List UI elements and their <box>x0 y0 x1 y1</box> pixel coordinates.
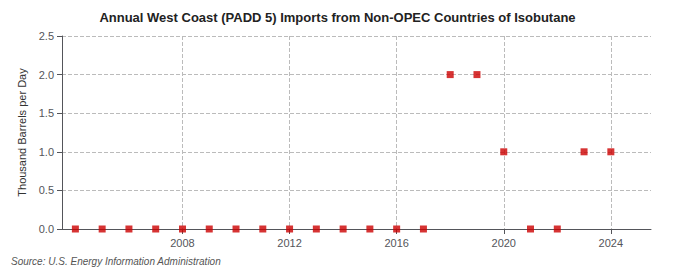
svg-text:0.5: 0.5 <box>39 184 54 196</box>
svg-text:2.0: 2.0 <box>39 69 54 81</box>
svg-text:2020: 2020 <box>492 237 516 249</box>
svg-text:2024: 2024 <box>599 237 623 249</box>
svg-text:1.5: 1.5 <box>39 107 54 119</box>
svg-text:2.5: 2.5 <box>39 30 54 42</box>
svg-text:Source: U.S. Energy Informatio: Source: U.S. Energy Information Administ… <box>11 256 221 267</box>
svg-text:1.0: 1.0 <box>39 146 54 158</box>
svg-text:2008: 2008 <box>170 237 194 249</box>
svg-text:2012: 2012 <box>277 237 301 249</box>
svg-text:Annual West Coast (PADD 5) Imp: Annual West Coast (PADD 5) Imports from … <box>99 10 575 25</box>
svg-text:0.0: 0.0 <box>39 223 54 235</box>
svg-text:Thousand Barrels per Day: Thousand Barrels per Day <box>16 68 28 197</box>
svg-text:2016: 2016 <box>384 237 408 249</box>
